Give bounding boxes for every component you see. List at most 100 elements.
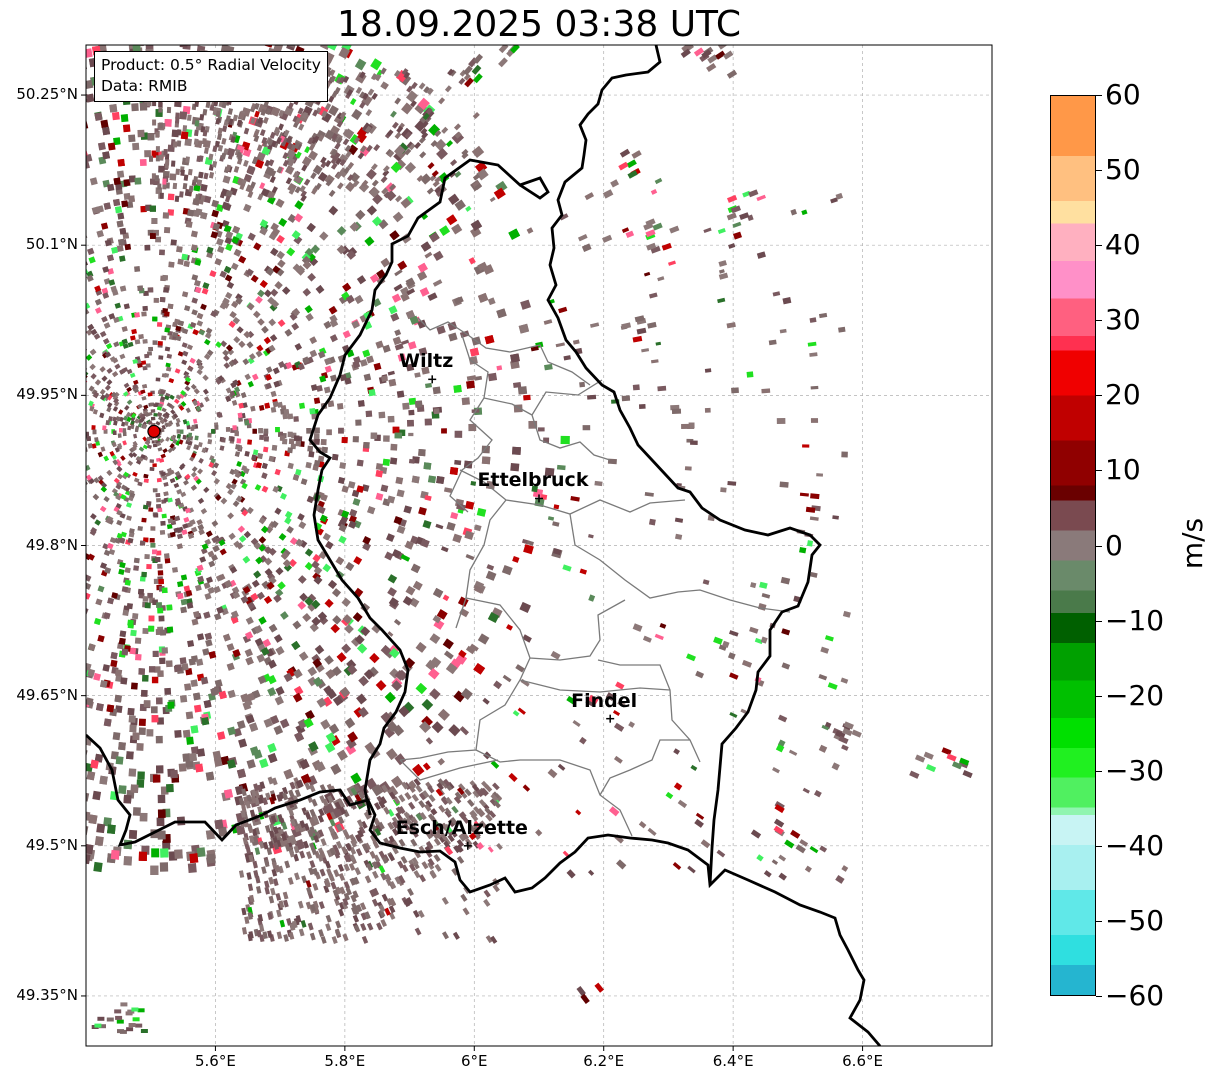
echo-cell	[86, 48, 93, 58]
echo-cell	[30, 594, 38, 602]
echo-cell	[79, 427, 83, 432]
echo-cell	[454, 430, 463, 438]
echo-cell	[351, 108, 363, 121]
echo-cell	[123, 382, 130, 389]
echo-cell	[86, 3, 95, 13]
echo-cell	[151, 676, 159, 684]
echo-cell	[9, 708, 19, 718]
echo-cell	[7, 704, 17, 714]
echo-cell	[133, 565, 140, 571]
echo-cell	[119, 368, 126, 375]
echo-cell	[313, 397, 321, 404]
echo-cell	[391, 775, 404, 788]
echo-cell	[267, 753, 278, 764]
echo-cell	[0, 810, 9, 821]
echo-cell	[127, 425, 132, 431]
echo-cell	[330, 150, 341, 162]
echo-cell	[67, 760, 76, 769]
echo-cell	[2, 428, 7, 434]
echo-cell	[39, 504, 46, 511]
echo-cell	[263, 100, 270, 108]
echo-cell	[352, 612, 363, 622]
echo-cell	[8, 414, 14, 420]
echo-cell	[274, 507, 282, 515]
echo-cell	[0, 393, 1, 400]
echo-cell	[53, 201, 61, 210]
echo-cell	[211, 520, 219, 527]
echo-cell	[223, 354, 230, 362]
echo-cell	[106, 394, 113, 401]
echo-cell	[196, 0, 205, 1]
echo-cell	[0, 720, 9, 730]
echo-cell	[147, 420, 153, 425]
echo-cell	[61, 141, 70, 150]
echo-cell	[58, 270, 66, 278]
echo-cell	[274, 695, 284, 706]
echo-cell	[510, 353, 520, 363]
echo-cell	[317, 506, 326, 514]
echo-cell	[97, 585, 105, 593]
echo-cell	[302, 260, 312, 270]
echo-cell	[119, 562, 126, 569]
echo-cell	[86, 582, 92, 590]
echo-cell	[307, 593, 317, 603]
echo-cell	[307, 666, 318, 677]
echo-cell	[75, 481, 81, 487]
echo-cell	[390, 110, 397, 118]
echo-cell	[75, 554, 82, 561]
echo-cell	[166, 626, 174, 633]
echo-cell	[60, 492, 67, 499]
echo-cell	[237, 412, 243, 419]
echo-cell	[390, 312, 400, 322]
echo-cell	[9, 268, 18, 277]
echo-cell	[21, 336, 29, 344]
echo-cell	[155, 492, 161, 498]
echo-cell	[197, 524, 205, 531]
echo-cell	[234, 451, 241, 457]
echo-cell	[66, 517, 73, 524]
echo-cell	[466, 380, 475, 389]
echo-cell	[305, 461, 312, 469]
echo-cell	[132, 807, 141, 816]
echo-cell	[118, 785, 127, 794]
echo-cell	[311, 616, 321, 627]
echo-cell	[44, 420, 49, 425]
echo-cell	[151, 848, 160, 858]
echo-cell	[325, 541, 334, 550]
echo-cell	[263, 289, 272, 298]
echo-cell	[345, 181, 356, 192]
echo-cell	[47, 372, 54, 379]
echo-cell	[405, 585, 416, 596]
echo-cell	[236, 326, 244, 334]
echo-cell	[89, 177, 98, 186]
echo-cell	[211, 470, 218, 477]
echo-cell	[149, 35, 157, 44]
echo-cell	[128, 768, 137, 777]
echo-cell	[246, 759, 256, 769]
echo-cell	[64, 354, 71, 361]
echo-cell	[15, 143, 25, 153]
echo-cell	[128, 195, 135, 203]
echo-cell	[294, 200, 304, 210]
echo-cell	[26, 144, 35, 154]
echo-cell	[6, 785, 16, 796]
echo-cell	[52, 591, 60, 599]
echo-cell	[126, 399, 133, 405]
echo-cell	[416, 174, 424, 183]
echo-cell	[132, 612, 139, 620]
echo-cell	[168, 378, 175, 384]
echo-cell	[319, 231, 329, 241]
echo-cell	[65, 448, 70, 454]
echo-cell	[187, 640, 195, 648]
echo-cell	[349, 509, 358, 517]
echo-cell	[385, 148, 393, 156]
echo-cell	[195, 658, 204, 667]
echo-cell	[32, 495, 39, 502]
echo-cell	[48, 566, 56, 574]
echo-cell	[298, 402, 306, 409]
echo-cell	[367, 88, 375, 96]
echo-cell	[387, 415, 395, 423]
echo-cell	[20, 294, 28, 302]
echo-cell	[73, 301, 80, 308]
